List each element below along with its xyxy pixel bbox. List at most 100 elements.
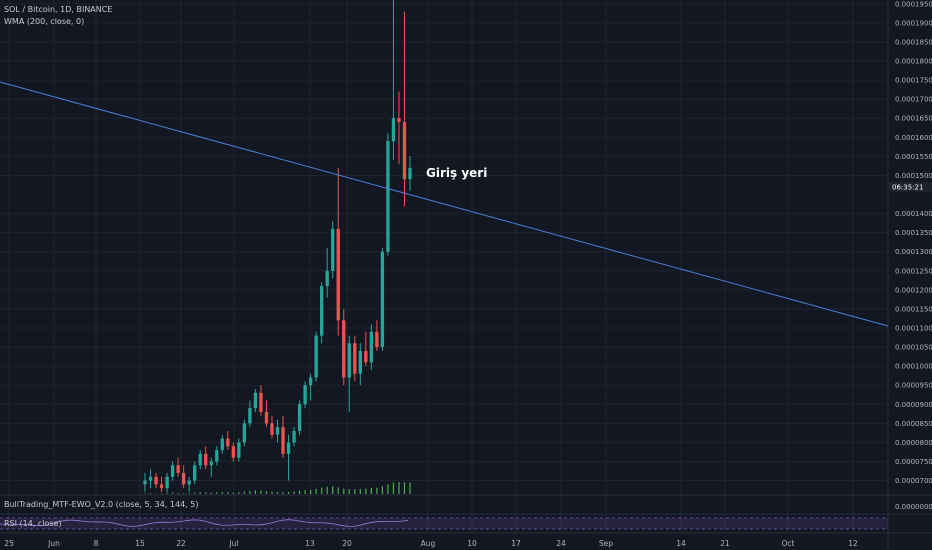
price-badge-bg: [889, 181, 932, 192]
candle-body[interactable]: [286, 442, 291, 454]
ewo-bar: [387, 484, 389, 494]
candle-body[interactable]: [331, 228, 335, 271]
ewo-bar: [409, 482, 411, 494]
candle-body[interactable]: [193, 465, 197, 481]
ewo-bar: [343, 488, 345, 494]
symbol-legend[interactable]: SOL / Bitcoin, 1D, BINANCE: [4, 5, 113, 14]
candle-body[interactable]: [176, 465, 180, 473]
ewo-bar: [160, 493, 163, 494]
candle-body[interactable]: [391, 118, 396, 142]
candle-body[interactable]: [143, 480, 147, 485]
candle-body[interactable]: [292, 430, 296, 443]
candle-body[interactable]: [320, 286, 324, 336]
candle-body[interactable]: [159, 484, 164, 489]
candle-body[interactable]: [308, 377, 313, 386]
ewo-bar: [337, 487, 339, 494]
candle-body[interactable]: [325, 270, 329, 287]
candle-body[interactable]: [397, 118, 401, 123]
x-tick-label: 21: [720, 539, 730, 548]
candle-body[interactable]: [275, 427, 280, 435]
candle-body[interactable]: [154, 476, 158, 485]
ewo-bar: [370, 488, 372, 494]
candle-body[interactable]: [303, 385, 307, 405]
ewo-bar: [354, 489, 356, 494]
descending-trendline[interactable]: [0, 81, 889, 327]
candle-body[interactable]: [231, 446, 235, 458]
candle-body[interactable]: [386, 141, 390, 252]
ewo-bar: [210, 492, 212, 494]
ewo-bar: [321, 487, 323, 494]
candle-body[interactable]: [181, 472, 186, 485]
candle-body[interactable]: [248, 408, 252, 424]
x-tick-label: 17: [511, 539, 521, 548]
candle-body[interactable]: [148, 476, 153, 481]
ewo-bar: [392, 482, 395, 494]
x-tick-label: 24: [556, 539, 566, 548]
ewo-legend[interactable]: BullTrading_MTF-EWO_V2.0 (close, 5, 34, …: [4, 500, 199, 509]
candle-body[interactable]: [380, 251, 385, 348]
candle-body[interactable]: [408, 167, 412, 180]
candle-body[interactable]: [369, 331, 374, 363]
candle-body[interactable]: [358, 350, 362, 374]
ewo-bar: [177, 493, 179, 494]
ewo-bar: [359, 488, 361, 494]
candle-body[interactable]: [364, 350, 368, 363]
entry-annotation[interactable]: Giriş yeri: [426, 166, 488, 180]
ewo-bar: [216, 492, 218, 494]
ewo-bar: [194, 492, 196, 494]
candle-body[interactable]: [270, 423, 274, 435]
ewo-bar: [276, 491, 279, 494]
candle-body[interactable]: [237, 442, 241, 458]
ewo-bar: [271, 491, 273, 494]
candle-body[interactable]: [253, 392, 258, 409]
candle-body[interactable]: [242, 423, 247, 443]
candle-body[interactable]: [198, 453, 202, 466]
candle-body[interactable]: [187, 480, 191, 485]
candle-body[interactable]: [209, 461, 213, 466]
price-badge-timer[interactable]: 06:35:21: [892, 183, 923, 191]
candle-body[interactable]: [336, 228, 340, 321]
wma-legend[interactable]: WMA (200, close, 0): [4, 17, 85, 26]
ewo-bar: [205, 492, 207, 494]
candle-body[interactable]: [342, 320, 346, 378]
candle-body[interactable]: [314, 335, 318, 378]
candle-body[interactable]: [264, 411, 269, 424]
candle-body[interactable]: [204, 453, 208, 466]
x-tick-label: Oct: [782, 539, 795, 548]
candle-body[interactable]: [220, 438, 224, 451]
candle-body[interactable]: [215, 450, 219, 462]
candle-body[interactable]: [353, 343, 357, 374]
ewo-bar: [183, 493, 185, 494]
ewo-bar: [293, 491, 295, 494]
candle-body[interactable]: [165, 476, 169, 489]
candle-body[interactable]: [281, 427, 285, 454]
rsi-legend[interactable]: RSI (14, close): [4, 519, 62, 528]
ewo-bar: [403, 482, 406, 494]
candle-body[interactable]: [347, 343, 351, 378]
candle-body[interactable]: [226, 438, 230, 447]
ewo-bar: [282, 492, 284, 494]
ewo-bar: [260, 490, 262, 494]
candle-body[interactable]: [259, 392, 263, 412]
x-tick-label: Jul: [228, 539, 238, 548]
candle-body[interactable]: [297, 404, 302, 431]
candle-body[interactable]: [170, 465, 175, 477]
x-tick-label: 22: [176, 539, 186, 548]
candle-body[interactable]: [375, 331, 379, 348]
ewo-bar: [381, 486, 383, 494]
x-tick-label: 20: [342, 539, 352, 548]
candle-body[interactable]: [402, 122, 407, 180]
